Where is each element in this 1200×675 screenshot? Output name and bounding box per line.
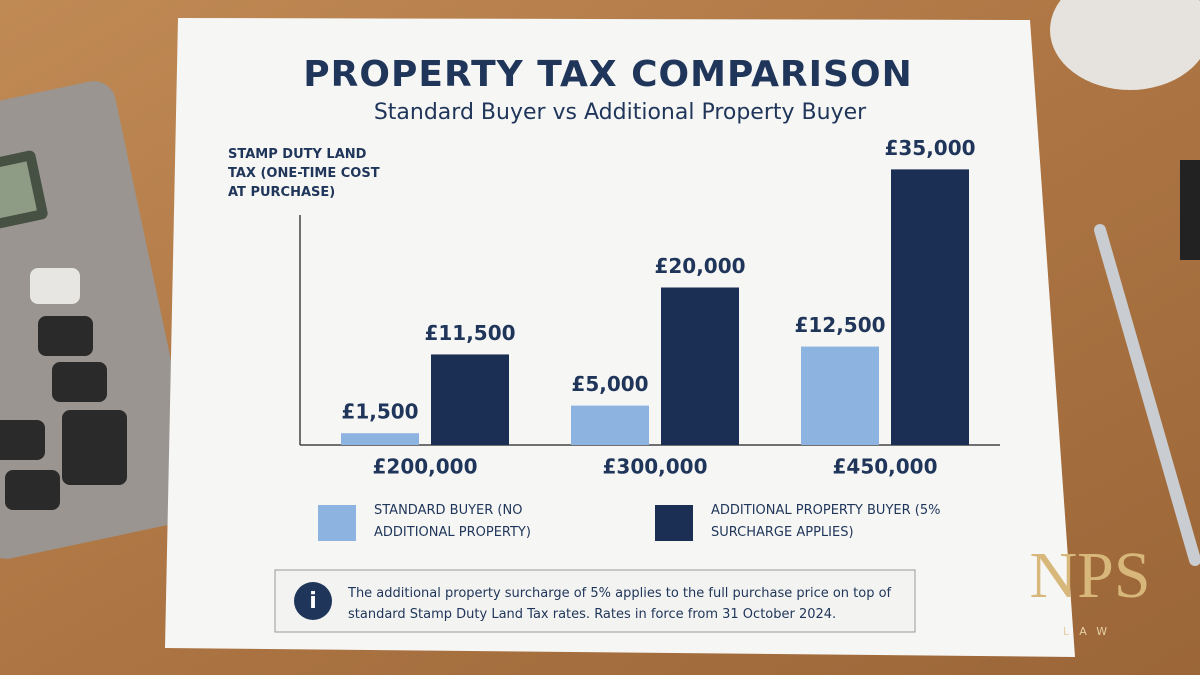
- legend-label: ADDITIONAL PROPERTY BUYER (5% SURCHARGE …: [711, 503, 941, 540]
- calculator: [0, 81, 201, 559]
- value-label: £35,000: [884, 136, 975, 160]
- notebook: [1180, 160, 1200, 260]
- bar: [661, 287, 739, 445]
- bar: [571, 405, 649, 445]
- logo-mark: NPS: [1029, 539, 1150, 612]
- x-tick-label: £200,000: [372, 455, 477, 479]
- cup: [1050, 0, 1200, 90]
- info-icon: [294, 582, 332, 620]
- legend-swatch: [655, 505, 693, 541]
- value-label: £1,500: [341, 400, 418, 424]
- note-box: [274, 569, 916, 633]
- pen: [1094, 224, 1200, 566]
- legend-swatch: [318, 505, 356, 541]
- legend-label: STANDARD BUYER (NO ADDITIONAL PROPERTY): [374, 503, 531, 540]
- value-label: £11,500: [424, 321, 515, 345]
- x-tick-label: £300,000: [602, 455, 707, 479]
- logo-subtitle: LAW: [1063, 625, 1117, 638]
- value-label: £12,500: [794, 313, 885, 337]
- y-axis-title: STAMP DUTY LAND TAX (ONE-TIME COST AT PU…: [228, 147, 380, 200]
- bar: [341, 433, 419, 445]
- bar: [891, 169, 969, 445]
- chart-title: PROPERTY TAX COMPARISON: [303, 54, 912, 95]
- value-label: £5,000: [571, 372, 648, 396]
- bar: [431, 354, 509, 445]
- bar: [801, 346, 879, 445]
- value-label: £20,000: [654, 254, 745, 278]
- x-tick-label: £450,000: [832, 455, 937, 479]
- paper: [165, 18, 1075, 657]
- footnote: The additional property surcharge of 5% …: [348, 586, 892, 622]
- info-icon-glyph: i: [309, 589, 317, 614]
- chart-subtitle: Standard Buyer vs Additional Property Bu…: [374, 100, 867, 125]
